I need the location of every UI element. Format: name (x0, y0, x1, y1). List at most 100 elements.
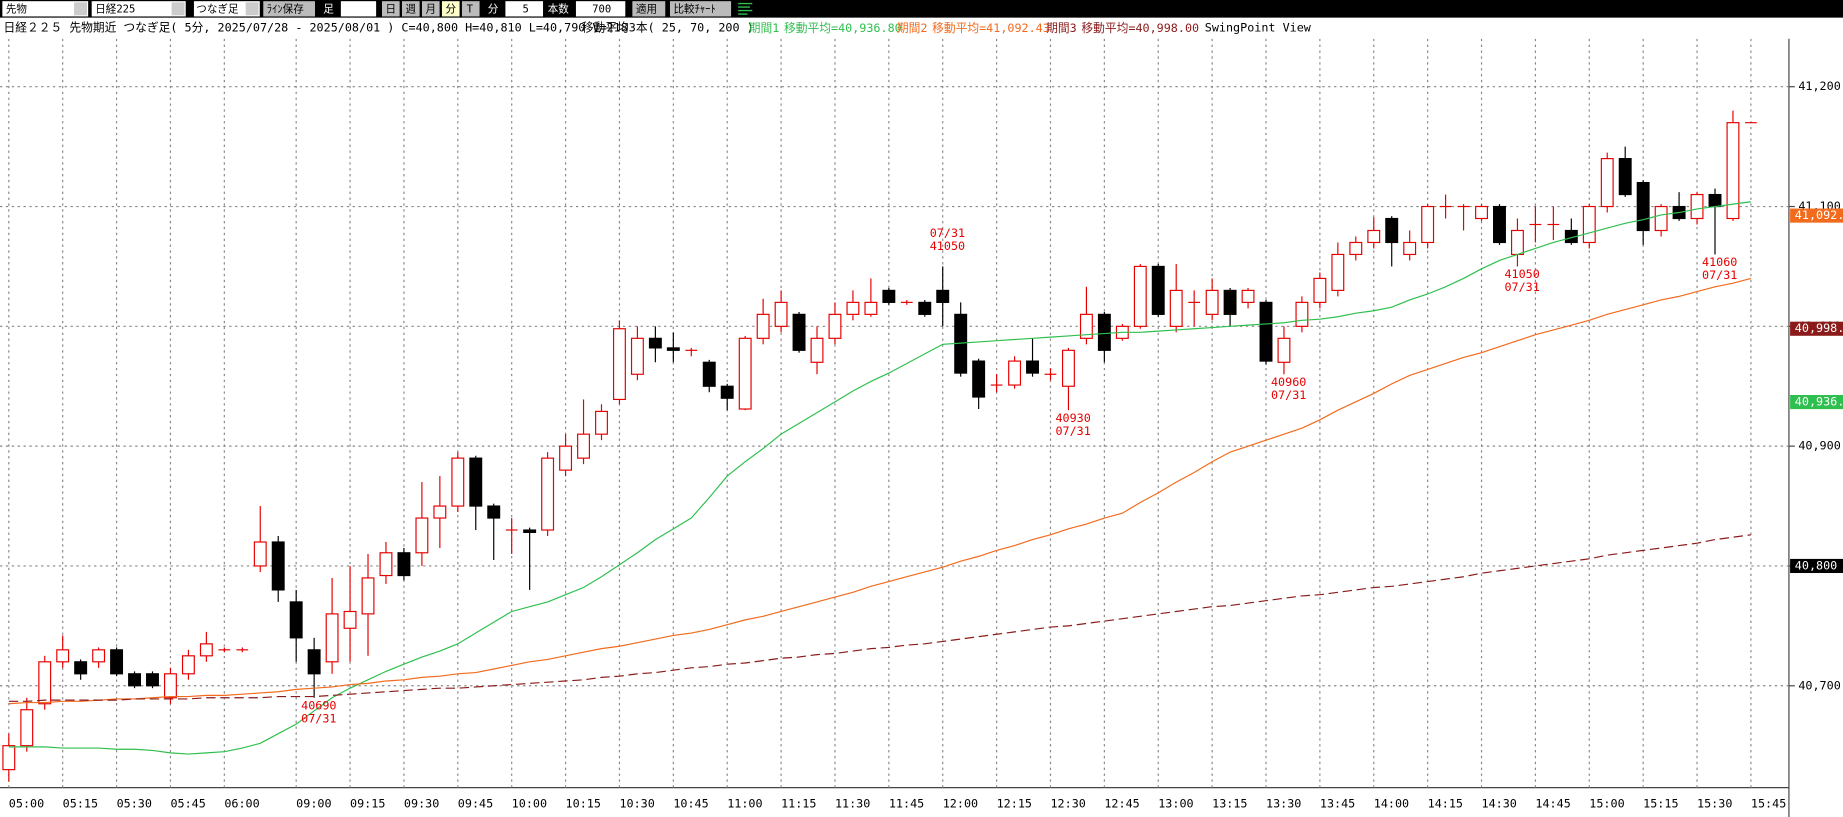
dropdown-arrow[interactable] (74, 2, 87, 16)
candle-body (630, 337, 644, 375)
candle-body (1097, 313, 1111, 351)
candle-body (1385, 217, 1399, 244)
candle-body (163, 673, 177, 699)
button-text: 適用 (636, 2, 657, 15)
x-tick-label: 14:15 (1428, 797, 1463, 811)
button-text: 分 (445, 3, 456, 15)
candle-body (1079, 313, 1093, 339)
candle-body (2, 745, 16, 771)
candle-body (774, 301, 788, 327)
candle-body (1421, 205, 1435, 244)
dropdown-text: 先物 (6, 2, 28, 15)
x-tick-label: 14:00 (1374, 797, 1409, 811)
x-tick-label: 11:15 (781, 797, 816, 811)
button-text: 日 (386, 3, 397, 15)
ma-line (8, 277, 1752, 705)
legend-entry: 期間3 移動平均=40,998.00 (1046, 21, 1199, 35)
candle-body (828, 313, 842, 339)
button[interactable] (461, 1, 480, 17)
candle-body (271, 541, 285, 591)
annotation-date: 07/31 (1504, 280, 1539, 294)
dropdown[interactable] (91, 1, 186, 17)
candle-body (181, 655, 195, 675)
x-tick-label: 10:00 (512, 797, 547, 811)
annotation-date: 07/31 (301, 711, 336, 725)
candle-body (1475, 205, 1488, 220)
x-tick-label: 12:00 (943, 797, 978, 811)
annotation-value: 41050 (930, 239, 965, 253)
x-tick-label: 15:45 (1751, 797, 1786, 811)
dropdown[interactable] (193, 1, 260, 17)
candle-body (1061, 349, 1075, 387)
candle-body (1403, 241, 1417, 256)
button[interactable] (381, 1, 400, 17)
candle-body (720, 385, 734, 399)
toolbar-bg (0, 0, 1843, 18)
candle-body (1277, 337, 1291, 363)
x-tick-label: 05:00 (9, 797, 44, 811)
x-tick-label: 05:45 (170, 797, 205, 811)
button[interactable] (632, 1, 666, 17)
ma-line (8, 534, 1751, 702)
candle-body (343, 610, 357, 629)
candle-body (451, 457, 465, 507)
button[interactable] (401, 1, 420, 17)
button[interactable] (263, 1, 316, 17)
x-tick-label: 13:15 (1212, 797, 1247, 811)
button-text: T (467, 3, 474, 15)
candle-body (56, 649, 70, 663)
candle-body (559, 445, 573, 471)
candle-body (738, 337, 752, 410)
input[interactable] (505, 1, 544, 17)
dropdown-arrow[interactable] (171, 2, 185, 16)
button[interactable] (421, 1, 440, 17)
candle-body (918, 301, 932, 315)
dropdown[interactable] (2, 1, 89, 17)
x-tick-label: 11:45 (889, 797, 924, 811)
annotation-date: 07/31 (930, 226, 965, 240)
candle-body (1169, 289, 1183, 327)
candle-body (666, 347, 680, 351)
candle-body (1008, 360, 1022, 386)
dropdown-text: つなぎ足 (196, 2, 239, 15)
legend-name: 期間2 (897, 21, 928, 35)
input[interactable] (340, 1, 377, 17)
candle-body (810, 337, 824, 363)
input[interactable] (575, 1, 626, 17)
dropdown-arrow[interactable] (245, 2, 259, 16)
icon[interactable] (738, 2, 753, 15)
legend-value: 41,092.43 (986, 21, 1050, 35)
candle-body (1582, 205, 1596, 244)
candle-body (38, 661, 52, 705)
candle-body (1295, 301, 1309, 327)
annotation-date: 07/31 (1055, 424, 1090, 438)
input-text: 5 (523, 3, 529, 15)
x-tick-label: 05:15 (63, 797, 98, 811)
input-text: 700 (592, 3, 611, 15)
candle-body (1636, 181, 1650, 232)
candle-body (1241, 289, 1255, 303)
candle-body (1690, 193, 1704, 220)
candle-body (1600, 158, 1614, 208)
button[interactable] (669, 1, 732, 17)
x-tick-label: 11:30 (835, 797, 870, 811)
button[interactable] (441, 1, 460, 17)
candle-body (1510, 229, 1524, 256)
value-box: 41,092.43 (1790, 208, 1843, 223)
candle-body (1349, 241, 1363, 256)
close-box-label: 40,800 (1795, 558, 1837, 572)
x-tick-label: 05:30 (117, 797, 152, 811)
candle-body (487, 505, 501, 519)
x-tick-label: 09:15 (350, 797, 385, 811)
x-tick-label: 09:30 (404, 797, 439, 811)
candle-body (110, 649, 124, 675)
candle-body (1026, 360, 1039, 374)
legend-value: 40,936.80 (838, 21, 902, 35)
x-tick-label: 13:00 (1158, 797, 1193, 811)
y-tick-label: 40,900 (1798, 439, 1840, 453)
x-tick-label: 15:00 (1589, 797, 1624, 811)
x-tick-label: 14:30 (1482, 797, 1517, 811)
value-box: 40,936.80 (1790, 395, 1843, 410)
value-box-label: 40,998.00 (1795, 321, 1843, 335)
